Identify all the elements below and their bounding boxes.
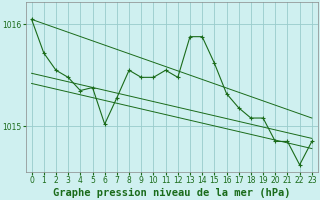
X-axis label: Graphe pression niveau de la mer (hPa): Graphe pression niveau de la mer (hPa) (53, 188, 291, 198)
